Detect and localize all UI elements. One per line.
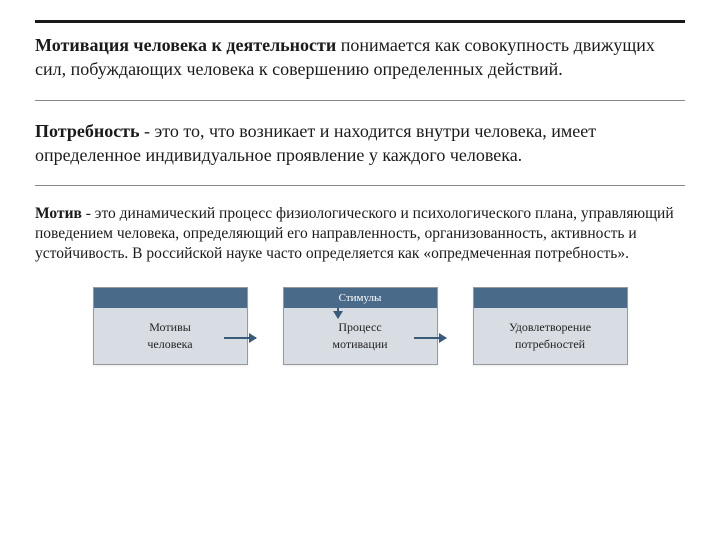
diagram-line: Мотивы bbox=[149, 320, 191, 335]
definition-motive: Мотив - это динамический процесс физиоло… bbox=[35, 204, 685, 264]
diagram-line: мотивации bbox=[332, 337, 387, 352]
flowchart-diagram: Мотивы человека Стимулы Процесс мотиваци… bbox=[35, 287, 685, 365]
arrow-down bbox=[337, 308, 339, 318]
diagram-box-satisfaction: Удовлетворение потребностей bbox=[473, 287, 628, 365]
divider-1 bbox=[35, 100, 685, 101]
divider-2 bbox=[35, 185, 685, 186]
term-need: Потребность bbox=[35, 121, 140, 141]
definition-motivation: Мотивация человека к деятельности понима… bbox=[35, 33, 685, 82]
diagram-body-2: Удовлетворение потребностей bbox=[474, 308, 627, 364]
text-motive: - это динамический процесс физиологическ… bbox=[35, 205, 674, 262]
arrow-2 bbox=[414, 337, 446, 339]
diagram-header-1: Стимулы bbox=[284, 288, 437, 308]
diagram-line: потребностей bbox=[515, 337, 585, 352]
diagram-header-0 bbox=[94, 288, 247, 308]
term-motive: Мотив bbox=[35, 205, 82, 222]
diagram-line: Процесс bbox=[338, 320, 381, 335]
diagram-box-process: Стимулы Процесс мотивации bbox=[283, 287, 438, 365]
diagram-body-0: Мотивы человека bbox=[94, 308, 247, 364]
diagram-line: человека bbox=[147, 337, 192, 352]
diagram-box-motives: Мотивы человека bbox=[93, 287, 248, 365]
top-divider bbox=[35, 20, 685, 23]
diagram-line: Удовлетворение bbox=[509, 320, 591, 335]
diagram-header-2 bbox=[474, 288, 627, 308]
diagram-body-1: Процесс мотивации bbox=[284, 308, 437, 364]
arrow-1 bbox=[224, 337, 256, 339]
term-motivation: Мотивация человека к деятельности bbox=[35, 35, 336, 55]
definition-need: Потребность - это то, что возникает и на… bbox=[35, 119, 685, 168]
